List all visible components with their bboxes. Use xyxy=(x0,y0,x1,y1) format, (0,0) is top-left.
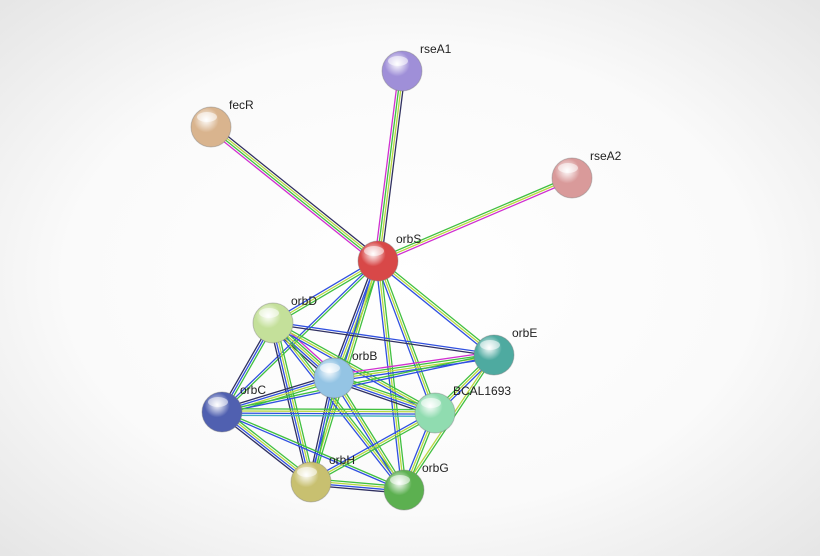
edge xyxy=(376,262,494,358)
edge xyxy=(378,71,404,262)
edge xyxy=(272,323,494,357)
edge xyxy=(333,353,494,378)
edge xyxy=(333,351,494,376)
edge xyxy=(272,322,436,414)
node-highlight xyxy=(364,246,384,256)
node-label: rseA2 xyxy=(590,149,622,163)
nodes: rseA1 fecR rseA2 orbS orbD orbE orbB orbC BCAL16… xyxy=(190,42,622,511)
node-label: orbG xyxy=(422,461,449,475)
edge xyxy=(269,323,309,483)
node-label: orbS xyxy=(396,232,421,246)
edge xyxy=(273,322,313,482)
edge xyxy=(222,261,380,414)
edge xyxy=(375,261,434,415)
edge xyxy=(275,322,315,482)
node-label: orbC xyxy=(240,383,266,397)
edge xyxy=(209,127,378,263)
node-label: orbB xyxy=(352,349,377,363)
edge xyxy=(377,260,436,414)
node-highlight xyxy=(421,398,441,408)
edge xyxy=(221,414,435,417)
edge xyxy=(333,377,405,491)
edge xyxy=(222,410,436,413)
edge xyxy=(379,259,438,413)
edge xyxy=(378,179,574,264)
edge xyxy=(272,260,379,324)
edge xyxy=(331,378,403,492)
edge xyxy=(221,412,404,492)
edge xyxy=(212,123,381,259)
edge xyxy=(273,262,380,326)
edge xyxy=(272,322,405,491)
edge xyxy=(271,258,378,322)
node-highlight xyxy=(480,340,500,350)
node-label: orbE xyxy=(512,326,537,340)
node-label: orbD xyxy=(291,294,317,308)
node-highlight xyxy=(388,56,408,66)
node-highlight xyxy=(558,163,578,173)
edge xyxy=(374,70,400,261)
node-label: fecR xyxy=(229,98,254,112)
edge xyxy=(310,412,436,483)
node-label: rseA1 xyxy=(420,42,452,56)
edge xyxy=(222,408,436,411)
edge xyxy=(222,355,495,414)
edge xyxy=(335,376,407,490)
node-highlight xyxy=(197,112,217,122)
edge xyxy=(270,323,403,492)
node-label: orbH xyxy=(329,453,355,467)
node-highlight xyxy=(208,397,228,407)
edge xyxy=(309,410,435,481)
node-highlight xyxy=(320,363,340,373)
edge xyxy=(273,321,495,355)
edge xyxy=(380,71,406,262)
edge xyxy=(376,175,572,260)
node-highlight xyxy=(259,308,279,318)
node-highlight xyxy=(390,475,410,485)
edge xyxy=(208,129,377,265)
edge xyxy=(221,353,494,412)
edge xyxy=(377,260,495,356)
edge xyxy=(273,320,437,412)
edge xyxy=(271,323,311,483)
edge xyxy=(211,125,380,261)
edge xyxy=(377,177,573,262)
node-highlight xyxy=(297,467,317,477)
edge xyxy=(221,412,435,415)
edge xyxy=(311,414,437,485)
edge xyxy=(376,70,402,261)
edge xyxy=(378,258,496,354)
edge xyxy=(222,410,405,490)
node-label: BCAL1693 xyxy=(453,384,511,398)
